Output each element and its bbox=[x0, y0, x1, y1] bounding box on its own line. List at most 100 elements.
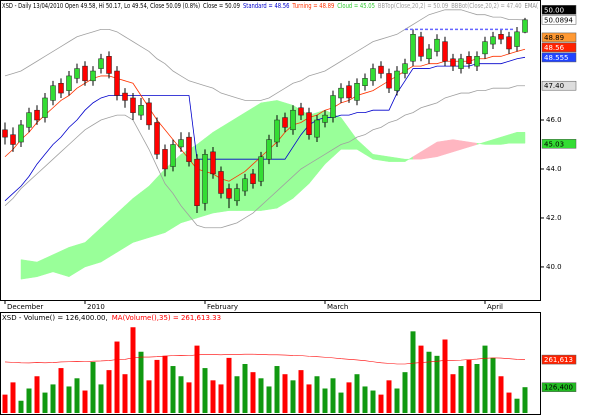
volume-bar bbox=[178, 376, 184, 413]
cloud-segment bbox=[156, 168, 166, 236]
volume-bar bbox=[202, 368, 208, 413]
y-tick-label: 44.0 bbox=[546, 165, 562, 173]
cloud-segment bbox=[164, 161, 174, 234]
candle-body bbox=[50, 85, 56, 101]
indicator-line bbox=[4, 85, 525, 229]
legend-entry: MA(Volume(),35) = 261,613.33 bbox=[112, 314, 221, 322]
volume-bar bbox=[434, 355, 440, 413]
value-tag bbox=[541, 52, 577, 63]
volume-bar bbox=[154, 359, 160, 413]
volume-bar bbox=[258, 378, 264, 413]
candle-body bbox=[290, 109, 296, 131]
value-tag bbox=[541, 32, 577, 43]
cloud-segment bbox=[332, 113, 342, 158]
volume-bar bbox=[34, 376, 40, 413]
legend-entry: Standard = 48.56 bbox=[243, 2, 290, 10]
candle-body bbox=[498, 34, 504, 40]
candle-body bbox=[418, 36, 424, 57]
candle-body bbox=[90, 70, 96, 82]
candle-body bbox=[506, 36, 512, 50]
volume-bar bbox=[42, 392, 48, 413]
volume-bar bbox=[234, 376, 240, 413]
candle-body bbox=[194, 158, 200, 206]
x-tick-label: February bbox=[207, 303, 238, 311]
volume-bar bbox=[506, 392, 512, 413]
legend-entry: BBTop(Close,20,2) = 50.09 bbox=[378, 2, 448, 10]
cloud-segment bbox=[116, 205, 126, 253]
candle-body bbox=[314, 119, 320, 138]
volume-bar bbox=[98, 384, 104, 413]
indicator-line bbox=[4, 9, 526, 101]
volume-bar bbox=[266, 386, 272, 413]
volume-bar bbox=[402, 372, 408, 413]
volume-bar bbox=[314, 376, 320, 413]
volume-bar bbox=[26, 388, 32, 413]
candle-body bbox=[514, 31, 520, 47]
volume-bar bbox=[410, 331, 416, 413]
volume-bar bbox=[338, 392, 344, 413]
volume-bar bbox=[394, 388, 400, 413]
volume-bar bbox=[226, 357, 232, 413]
cloud-segment bbox=[52, 250, 62, 275]
header-title: XSD - Daily 13/04/2010 Open 49.58, Hi 50… bbox=[2, 2, 200, 10]
candle-body bbox=[250, 173, 256, 184]
cloud-segment bbox=[140, 185, 150, 241]
volume-panel bbox=[0, 312, 541, 415]
volume-bar bbox=[50, 384, 56, 413]
volume-bar bbox=[274, 366, 280, 413]
header-title: XSD - Volume() = 126,400.00, bbox=[2, 314, 108, 322]
volume-bar bbox=[426, 351, 432, 413]
volume-bar bbox=[450, 374, 456, 413]
value-tag-label: 126,400 bbox=[544, 384, 573, 392]
x-tick-label: March bbox=[327, 303, 348, 311]
candle-body bbox=[474, 56, 480, 67]
volume-bar bbox=[218, 384, 224, 413]
volume-bar bbox=[130, 327, 136, 413]
candle-body bbox=[42, 97, 48, 118]
candle-body bbox=[354, 83, 360, 101]
volume-bar bbox=[186, 382, 192, 413]
volume-bar bbox=[498, 376, 504, 413]
value-tag-label: 48.89 bbox=[544, 34, 564, 42]
volume-bar bbox=[90, 361, 96, 413]
candle-body bbox=[82, 65, 88, 82]
volume-bar bbox=[122, 374, 128, 413]
cloud-segment bbox=[76, 242, 86, 273]
candle-body bbox=[282, 117, 288, 128]
candle-body bbox=[370, 68, 376, 82]
legend-entry: Cloud = 45.05 bbox=[337, 2, 375, 10]
candle-body bbox=[322, 114, 328, 123]
volume-bar bbox=[322, 388, 328, 413]
volume-bar bbox=[482, 345, 488, 413]
volume-bar bbox=[242, 364, 248, 413]
candle-body bbox=[98, 58, 104, 69]
value-tag-label: 48.555 bbox=[544, 54, 569, 62]
y-tick-label: 46.0 bbox=[546, 116, 562, 124]
candle-body bbox=[394, 70, 400, 91]
cloud-segment bbox=[132, 191, 142, 243]
candle-body bbox=[2, 129, 8, 138]
cloud-segment bbox=[100, 219, 110, 263]
volume-header: XSD - Volume() = 126,400.00, MA(Volume(),… bbox=[2, 314, 221, 322]
candle-body bbox=[378, 65, 384, 74]
volume-ma-line bbox=[4, 353, 526, 365]
cloud-segment bbox=[108, 212, 118, 258]
price-panel bbox=[0, 0, 541, 301]
volume-bar bbox=[194, 345, 200, 413]
candle-body bbox=[330, 95, 336, 118]
cloud-segment bbox=[124, 197, 134, 248]
value-tag bbox=[541, 382, 577, 392]
volume-bar bbox=[522, 387, 528, 413]
volume-bar bbox=[514, 398, 520, 413]
candle-body bbox=[10, 134, 16, 145]
x-tick-label: April bbox=[487, 303, 503, 311]
candle-body bbox=[450, 58, 456, 67]
volume-bar bbox=[210, 380, 216, 413]
candle-body bbox=[402, 63, 408, 74]
volume-bar bbox=[490, 357, 496, 413]
volume-bar bbox=[290, 380, 296, 413]
candle-body bbox=[114, 70, 120, 96]
volume-bar bbox=[282, 374, 288, 413]
